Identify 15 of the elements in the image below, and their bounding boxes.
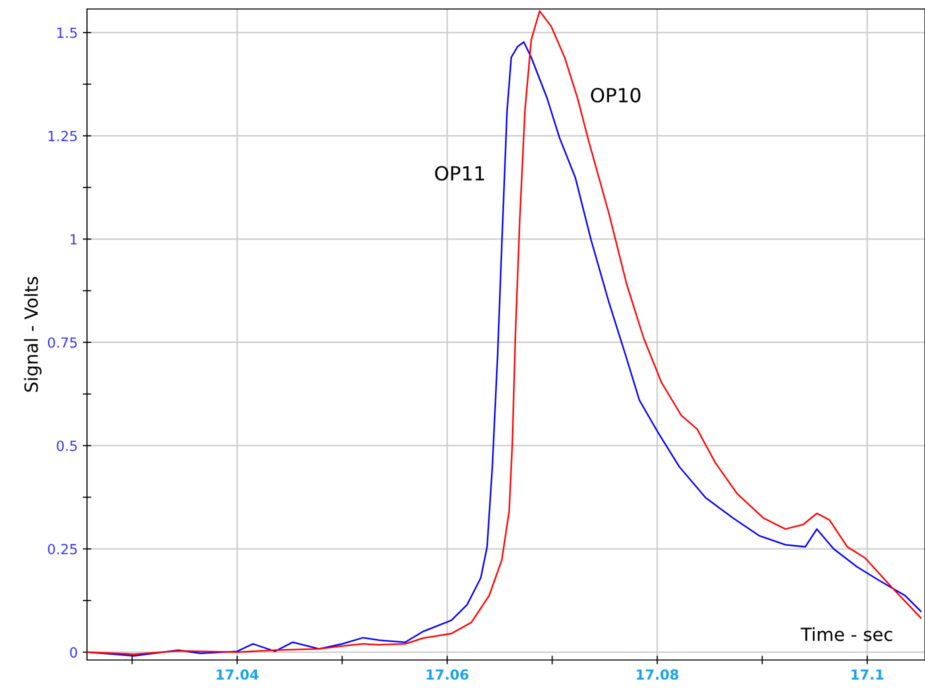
- x-tick-label: 17.04: [216, 669, 258, 680]
- y-tick-label: 0.75: [48, 337, 77, 348]
- series-label: OP10: [590, 88, 640, 103]
- x-tick-label: 17.08: [636, 669, 678, 680]
- x-tick-label: 17.06: [426, 669, 468, 680]
- x-axis-title: Time - sec: [800, 627, 892, 642]
- y-tick-label: 0: [70, 647, 78, 658]
- y-tick-label: 1: [70, 234, 77, 244]
- y-tick-label: 1.25: [48, 130, 77, 142]
- y-tick-label: 1.5: [57, 28, 77, 38]
- y-tick-label: 0.25: [48, 544, 77, 554]
- x-tick-label: 17.1: [852, 669, 884, 680]
- series-label: OP11: [435, 166, 484, 181]
- y-tick-label: 0.5: [56, 440, 77, 452]
- y-axis-title: Signal - Volts: [24, 276, 42, 392]
